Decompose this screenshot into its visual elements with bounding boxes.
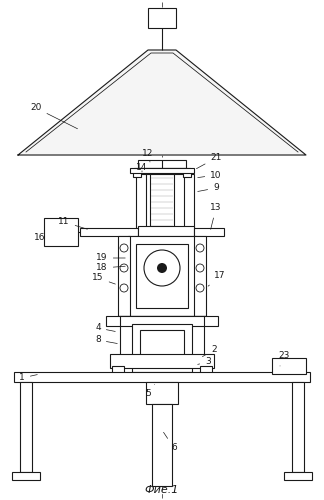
Bar bbox=[80, 228, 138, 236]
Bar bbox=[118, 316, 206, 324]
Bar bbox=[194, 228, 224, 236]
Polygon shape bbox=[18, 50, 306, 155]
Bar bbox=[184, 174, 194, 295]
Text: 15: 15 bbox=[92, 274, 115, 284]
Bar bbox=[292, 382, 304, 472]
Text: 18: 18 bbox=[96, 264, 125, 272]
Bar bbox=[20, 382, 32, 472]
Bar bbox=[130, 168, 194, 173]
Bar bbox=[14, 372, 310, 382]
Bar bbox=[118, 236, 130, 316]
Text: 2: 2 bbox=[202, 346, 217, 356]
Bar bbox=[133, 172, 141, 177]
Bar bbox=[138, 226, 194, 236]
Circle shape bbox=[157, 263, 167, 273]
Bar bbox=[132, 324, 192, 372]
Bar bbox=[110, 354, 214, 368]
Bar bbox=[136, 244, 188, 308]
Text: 11: 11 bbox=[58, 218, 87, 229]
Bar bbox=[12, 472, 40, 480]
Bar bbox=[152, 404, 172, 486]
Bar bbox=[44, 218, 78, 246]
Text: 9: 9 bbox=[198, 184, 219, 192]
Text: 14: 14 bbox=[136, 164, 148, 172]
Text: 8: 8 bbox=[95, 336, 117, 344]
Bar bbox=[183, 172, 191, 177]
Bar bbox=[194, 236, 206, 316]
Text: 20: 20 bbox=[30, 104, 77, 129]
Bar bbox=[148, 8, 176, 28]
Bar bbox=[272, 358, 306, 374]
Text: Фие.1: Фие.1 bbox=[145, 485, 179, 495]
Text: 1: 1 bbox=[19, 374, 37, 382]
Text: 16: 16 bbox=[34, 234, 46, 242]
Bar bbox=[284, 472, 312, 480]
Text: 17: 17 bbox=[208, 272, 226, 286]
Text: 4: 4 bbox=[95, 324, 115, 332]
Bar bbox=[200, 366, 212, 374]
Bar bbox=[146, 382, 178, 404]
Text: 19: 19 bbox=[96, 254, 125, 262]
Text: 12: 12 bbox=[142, 150, 154, 162]
Text: 21: 21 bbox=[196, 154, 222, 168]
Text: 23: 23 bbox=[278, 352, 290, 366]
Text: 6: 6 bbox=[164, 432, 177, 452]
Text: 5: 5 bbox=[145, 384, 155, 398]
Bar bbox=[136, 174, 146, 295]
Bar bbox=[128, 236, 196, 316]
Text: 10: 10 bbox=[198, 170, 222, 179]
Bar bbox=[138, 160, 186, 168]
Bar bbox=[106, 316, 218, 326]
Bar bbox=[112, 366, 124, 374]
Bar bbox=[140, 330, 184, 366]
Text: 13: 13 bbox=[210, 204, 222, 230]
Bar bbox=[118, 316, 206, 324]
Bar bbox=[134, 168, 190, 174]
Bar bbox=[150, 174, 174, 269]
Text: 3: 3 bbox=[198, 358, 211, 366]
